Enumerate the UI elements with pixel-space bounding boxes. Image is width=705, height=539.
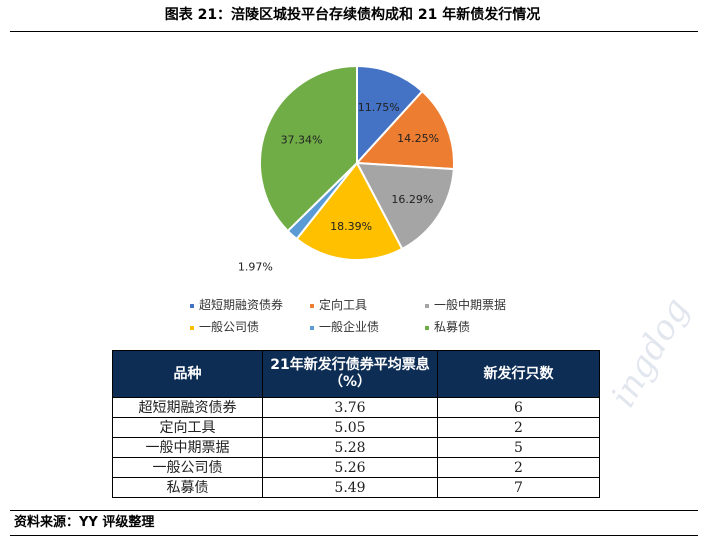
table-cell: 2	[437, 457, 600, 478]
pie-slice-2	[355, 161, 455, 251]
data-label: 1.97%	[238, 260, 273, 273]
column-header: 新发行只数	[437, 350, 600, 398]
table-row: 私募债 5.49 7	[112, 477, 600, 498]
data-label: 18.39%	[330, 220, 372, 233]
table-cell: 5.05	[262, 417, 438, 438]
watermark: ingdog	[603, 291, 698, 414]
data-label: 16.29%	[391, 193, 433, 206]
table-cell: 5.28	[262, 437, 438, 458]
table-row: 超短期融资债券 3.76 6	[112, 397, 600, 418]
legend-label: 定向工具	[319, 298, 368, 312]
legend-swatch	[190, 325, 194, 330]
legend-label: 一般企业债	[319, 320, 380, 334]
table-cell: 定向工具	[112, 417, 263, 438]
legend-swatch	[310, 325, 314, 330]
legend-swatch	[310, 303, 314, 308]
table-cell: 5	[437, 437, 600, 458]
table-row: 一般中期票据 5.28 5	[112, 437, 600, 458]
data-label: 37.34%	[281, 134, 323, 147]
table-row: 定向工具 5.05 2	[112, 417, 600, 438]
table-cell: 超短期融资债券	[112, 397, 263, 418]
legend-item: 私募债	[425, 320, 470, 334]
source-note: 资料来源：YY 评级整理	[14, 515, 155, 530]
legend-item: 一般企业债	[310, 320, 379, 334]
data-label: 14.25%	[397, 132, 439, 145]
data-label: 11.75%	[358, 101, 400, 114]
table-cell: 私募债	[112, 477, 263, 498]
table-cell: 一般中期票据	[112, 437, 263, 458]
legend-item: 定向工具	[310, 298, 367, 312]
pie-slice-1	[354, 89, 455, 171]
issuance-table: 品种 21年新发行债券平均票息（%） 新发行只数 超短期融资债券 3.76 6 定向工具 5…	[112, 350, 600, 498]
legend-item: 超短期融资债券	[190, 298, 283, 312]
legend-label: 一般中期票据	[434, 298, 507, 312]
legend-item: 一般公司债	[190, 320, 259, 334]
table-cell: 3.76	[262, 397, 438, 418]
pie-slice-5	[259, 64, 358, 233]
legend-item: 一般中期票据	[425, 298, 506, 312]
legend-swatch	[425, 325, 429, 330]
pie-chart: 11.75% 14.25% 16.29% 18.39% 1.97% 37.34%	[238, 64, 455, 273]
legend-swatch	[190, 303, 194, 308]
figure-title: 图表 21：涪陵区城投平台存续债构成和 21 年新债发行情况	[164, 7, 541, 23]
legend-label: 超短期融资债券	[199, 298, 284, 312]
table-cell: 7	[437, 477, 600, 498]
column-header: 21年新发行债券平均票息（%）	[262, 350, 438, 398]
pie-slice-0	[356, 64, 424, 166]
column-header: 品种	[112, 350, 263, 398]
legend-swatch	[425, 303, 429, 308]
table-cell: 一般公司债	[112, 457, 263, 478]
table-cell: 6	[437, 397, 600, 418]
footer-rule	[10, 535, 698, 536]
legend-label: 一般公司债	[199, 320, 260, 334]
top-rule	[10, 31, 698, 32]
table-cell: 5.49	[262, 477, 438, 498]
legend-label: 私募债	[434, 320, 471, 334]
table-cell: 2	[437, 417, 600, 438]
bottom-rule	[10, 510, 698, 511]
table-row: 一般公司债 5.26 2	[112, 457, 600, 478]
pie-slice-3	[295, 161, 404, 261]
table-cell: 5.26	[262, 457, 438, 478]
